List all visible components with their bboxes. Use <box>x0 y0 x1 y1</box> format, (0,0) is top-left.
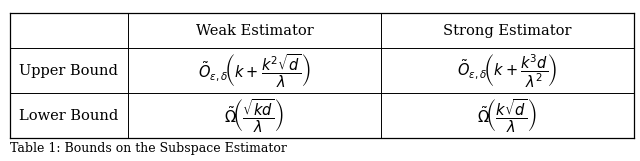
Text: $\tilde{\Omega}\!\left(\dfrac{k\sqrt{d}}{\lambda}\right)$: $\tilde{\Omega}\!\left(\dfrac{k\sqrt{d}}… <box>477 97 537 135</box>
Text: $\tilde{\Omega}\!\left(\dfrac{\sqrt{kd}}{\lambda}\right)$: $\tilde{\Omega}\!\left(\dfrac{\sqrt{kd}}… <box>225 97 284 135</box>
Text: Upper Bound: Upper Bound <box>19 64 118 78</box>
Text: $\tilde{O}_{\varepsilon,\delta}\!\left(k + \dfrac{k^3 d}{\lambda^2}\right)$: $\tilde{O}_{\varepsilon,\delta}\!\left(k… <box>457 52 557 90</box>
Text: Lower Bound: Lower Bound <box>19 109 118 123</box>
Text: Weak Estimator: Weak Estimator <box>196 24 313 38</box>
Text: Strong Estimator: Strong Estimator <box>443 24 572 38</box>
Text: Table 1: Bounds on the Subspace Estimator: Table 1: Bounds on the Subspace Estimato… <box>10 142 287 155</box>
Text: $\tilde{O}_{\varepsilon,\delta}\!\left(k + \dfrac{k^2\sqrt{d}}{\lambda}\right)$: $\tilde{O}_{\varepsilon,\delta}\!\left(k… <box>198 52 311 90</box>
